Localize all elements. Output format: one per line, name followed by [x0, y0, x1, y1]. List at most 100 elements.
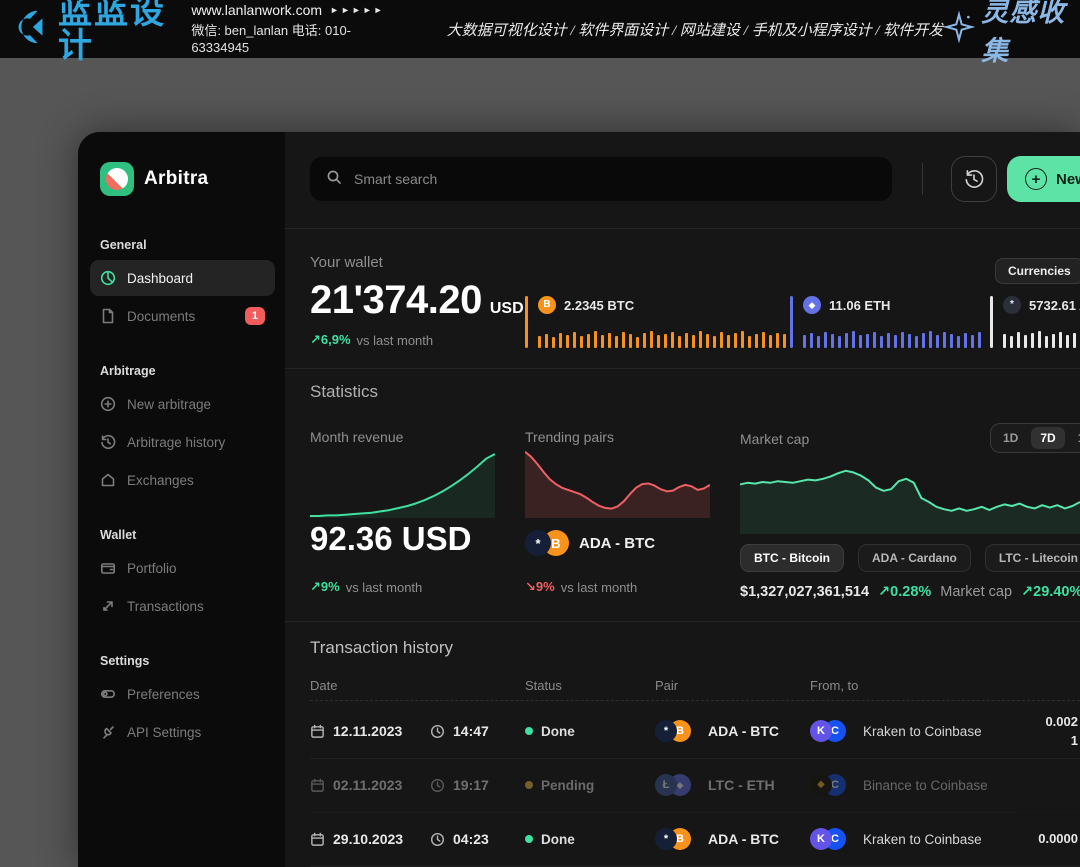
table-row[interactable]: 12.11.2023 14:47 Done * B ADA - BTC [310, 704, 1080, 759]
divider [285, 228, 1080, 229]
sidebar-section-general: General [100, 238, 147, 252]
eth-icon: ◆ [803, 296, 821, 314]
divider [285, 621, 1080, 622]
statistics-title: Statistics [310, 382, 379, 401]
eth-amount: 11.06 ETH [829, 297, 891, 313]
sidebar-item-transactions[interactable]: Transactions [90, 588, 275, 624]
topbar-divider [922, 163, 923, 195]
btc-icon: B [538, 296, 556, 314]
sidebar-section-arbitrage: Arbitrage [100, 364, 156, 378]
calendar-icon [310, 778, 325, 793]
tab-currencies[interactable]: Currencies [995, 258, 1080, 284]
history-button[interactable] [951, 156, 997, 202]
sidebar-item-dashboard[interactable]: Dashboard [90, 260, 275, 296]
month-revenue-chart [310, 452, 495, 518]
table-row[interactable]: 02.11.2023 19:17 Pending Ł ◆ LTC - ETH [310, 758, 1080, 813]
pill-ada-cardano[interactable]: ADA - Cardano [858, 544, 971, 572]
calendar-icon [310, 832, 325, 847]
sidebar-item-preferences[interactable]: Preferences [90, 676, 275, 712]
table-row[interactable]: 29.10.2023 04:23 Done * B ADA - BTC [310, 812, 1080, 867]
sidebar-item-new-arbitrage[interactable]: New arbitrage [90, 386, 275, 422]
banner-arrows: ►►►►► [330, 5, 385, 16]
ada-icon: * [655, 720, 677, 742]
wallet-tabs: Currencies E [995, 258, 1080, 284]
tx-value: 0.002 1 [1045, 713, 1078, 749]
btc-sparkline [538, 328, 786, 348]
sidebar-item-api-settings[interactable]: API Settings [90, 714, 275, 750]
toggle-icon [100, 690, 115, 699]
sidebar-item-portfolio[interactable]: Portfolio [90, 550, 275, 586]
lanlan-logo-text: 蓝蓝设计 [58, 0, 166, 65]
pill-ltc-litecoin[interactable]: LTC - Litecoin [984, 544, 1080, 572]
range-1d[interactable]: 1D [1003, 431, 1019, 445]
search-input[interactable] [352, 170, 836, 188]
documents-badge: 1 [244, 306, 265, 326]
trending-pairs-chart [525, 446, 710, 518]
range-1m[interactable]: 1M [1069, 427, 1080, 449]
status-label: Done [541, 723, 575, 739]
range-switcher: 1D 7D 1M [990, 423, 1080, 453]
status-label: Pending [541, 777, 595, 793]
month-revenue-change: ↗9% vs last month [310, 579, 423, 595]
banner-site-url: www.lanlanwork.com [191, 2, 323, 18]
ada-icon: * [525, 530, 551, 556]
btc-amount: 2.2345 BTC [564, 297, 635, 313]
table-header: Date Status Pair From, to [310, 678, 1080, 693]
banner-contact: 微信: ben_lanlan 电话: 010-63334945 [191, 22, 352, 56]
trending-change: ↘9% vs last month [525, 579, 638, 595]
kraken-icon: K [810, 828, 832, 850]
history-icon [101, 434, 116, 450]
main-content: + New a Your wallet 21'374.20 USD ↗6,9% … [285, 132, 1080, 867]
arbitra-logo-icon [100, 162, 134, 196]
wallet-title: Your wallet [310, 254, 383, 271]
trending-pair: * B ADA - BTC [525, 530, 655, 556]
wallet-icon [100, 563, 115, 574]
ltc-icon: Ł [655, 774, 677, 796]
balance-currency: USD [489, 300, 524, 317]
col-from-to: From, to [810, 678, 859, 693]
sidebar-item-arbitrage-history[interactable]: Arbitrage history [90, 424, 275, 460]
holding-separator [525, 296, 528, 348]
clock-icon [430, 724, 445, 739]
plus-circle-icon [100, 396, 116, 412]
market-cap-label: Market cap [740, 431, 810, 447]
pill-btc-bitcoin[interactable]: BTC - Bitcoin [740, 544, 844, 572]
collect-label: 灵感收集 [981, 0, 1066, 66]
app-name: Arbitra [144, 168, 209, 189]
tx-value: 0.0000 [1038, 831, 1078, 847]
site-banner: 蓝蓝设计 www.lanlanwork.com ►►►►► 微信: ben_la… [0, 0, 1080, 66]
wallet-balance: 21'374.20 USD [310, 278, 524, 323]
search-bar[interactable] [310, 157, 892, 201]
col-status: Status [525, 678, 562, 693]
clock-history-icon [965, 170, 984, 188]
ada-amount: 5732.61 ADA [1029, 297, 1080, 313]
sparkle-icon [942, 9, 976, 48]
topbar: + New a [310, 156, 1080, 202]
month-revenue-value: 92.36 USD [310, 520, 472, 557]
sidebar-item-exchanges[interactable]: Exchanges [90, 462, 275, 498]
wallet-change: ↗6,9% vs last month [310, 332, 434, 348]
trending-pairs-label: Trending pairs [525, 429, 614, 445]
dashboard-icon [100, 270, 116, 286]
plug-icon [103, 726, 114, 739]
divider [285, 368, 1080, 369]
market-cap-stats: $1,327,027,361,514 ↗0.28% Market cap ↗29… [740, 584, 1080, 600]
coinbase-icon: C [824, 774, 846, 796]
sidebar-section-settings: Settings [100, 654, 150, 668]
range-7d[interactable]: 7D [1031, 427, 1065, 449]
banner-contact-block: www.lanlanwork.com ►►►►► 微信: ben_lanlan … [191, 1, 384, 57]
market-cap-value: $1,327,027,361,514 [740, 584, 870, 600]
exchange-icon [101, 473, 115, 487]
ada-icon: * [1003, 296, 1021, 314]
document-icon [102, 308, 114, 324]
ada-icon: * [655, 828, 677, 850]
inspiration-collect[interactable]: 灵感收集 [942, 0, 1068, 68]
binance-icon: ◆ [810, 774, 832, 796]
app-logo: Arbitra [100, 162, 265, 196]
holding-btc: B 2.2345 BTC [525, 296, 786, 348]
status-dot [525, 781, 533, 789]
sidebar-item-documents[interactable]: Documents 1 [90, 298, 275, 334]
month-revenue-label: Month revenue [310, 429, 404, 445]
new-arbitrage-button[interactable]: + New a [1007, 156, 1080, 202]
plus-icon: + [1025, 168, 1047, 190]
